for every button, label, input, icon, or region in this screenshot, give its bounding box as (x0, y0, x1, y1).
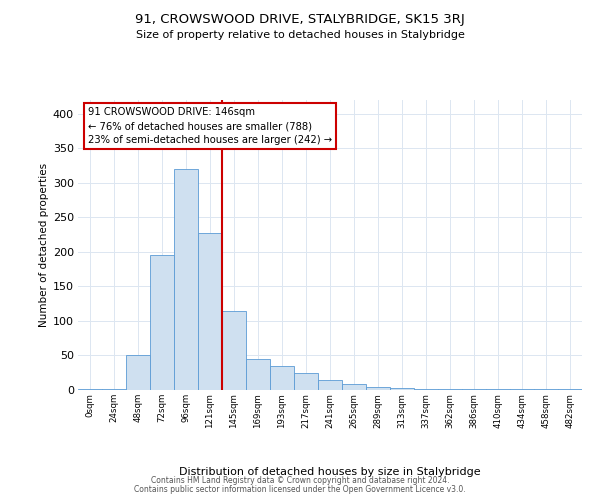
Text: 91 CROWSWOOD DRIVE: 146sqm
← 76% of detached houses are smaller (788)
23% of sem: 91 CROWSWOOD DRIVE: 146sqm ← 76% of deta… (88, 108, 332, 146)
Bar (246, 359, 270, 390)
Bar (150, 256, 174, 390)
Bar (342, 384, 366, 390)
Bar (414, 388, 438, 390)
Text: Contains HM Land Registry data © Crown copyright and database right 2024.: Contains HM Land Registry data © Crown c… (151, 476, 449, 485)
Bar (78, 388, 102, 390)
X-axis label: Distribution of detached houses by size in Stalybridge: Distribution of detached houses by size … (179, 466, 481, 476)
Bar (102, 388, 126, 390)
Y-axis label: Number of detached properties: Number of detached properties (38, 163, 49, 327)
Bar (174, 169, 198, 390)
Bar (294, 372, 318, 390)
Bar (126, 356, 150, 390)
Bar (270, 366, 294, 390)
Bar (222, 310, 246, 390)
Text: 91, CROWSWOOD DRIVE, STALYBRIDGE, SK15 3RJ: 91, CROWSWOOD DRIVE, STALYBRIDGE, SK15 3… (135, 12, 465, 26)
Bar (558, 388, 582, 390)
Text: Contains public sector information licensed under the Open Government Licence v3: Contains public sector information licen… (134, 485, 466, 494)
Bar (438, 388, 462, 390)
Bar (390, 388, 414, 390)
Bar (366, 386, 390, 390)
Text: Size of property relative to detached houses in Stalybridge: Size of property relative to detached ho… (136, 30, 464, 40)
Bar (198, 232, 222, 390)
Bar (318, 380, 342, 390)
